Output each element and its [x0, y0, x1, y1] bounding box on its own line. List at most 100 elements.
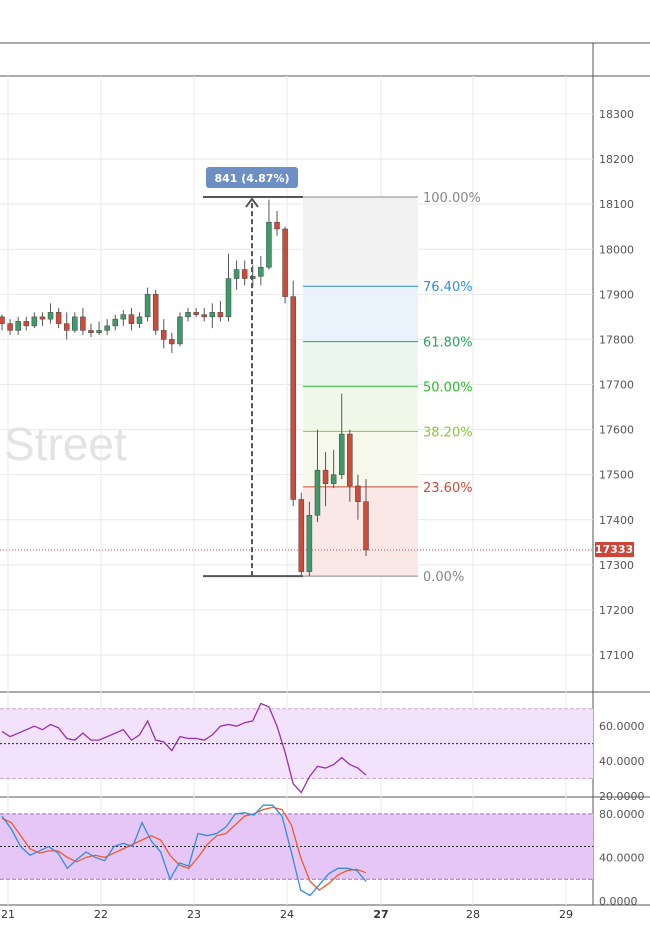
rsi-line	[1, 702, 367, 794]
fibonacci-retracement: 100.00% 76.40% 61.80% 50.00% 38.20% 23.60% 0.0…	[0, 191, 593, 585]
date-tick-label: 24	[280, 908, 294, 921]
candle-body	[0, 316, 5, 324]
measure-tool	[203, 195, 303, 578]
candle-body	[233, 269, 240, 279]
stoch-d-line	[1, 806, 367, 891]
candle-body	[274, 221, 280, 230]
candle-body	[23, 321, 30, 327]
fib-band	[303, 431, 418, 487]
measure-tag: 841 (4.87%)	[206, 167, 298, 188]
candle-body	[266, 221, 272, 268]
candle-body	[282, 228, 288, 297]
current-price-label: 17333	[595, 543, 633, 556]
price-tick-label: 17700	[599, 379, 634, 392]
fib-level-label: 38.20%	[423, 425, 473, 440]
price-tick-label: 17800	[599, 333, 634, 346]
fib-level-label: 23.60%	[423, 481, 473, 496]
candle-body	[55, 312, 62, 324]
price-tick-label: 17200	[599, 604, 634, 617]
candle-body	[7, 323, 13, 331]
candle-body	[39, 316, 46, 320]
candle-body	[152, 294, 159, 331]
candle-body	[306, 514, 313, 572]
watermark-text: Street	[4, 418, 127, 470]
rsi-tick-label: 20.0000	[599, 790, 645, 803]
candle-body	[185, 312, 191, 318]
price-tick-label: 17300	[599, 559, 634, 572]
candle-body	[161, 330, 167, 340]
date-tick-label: 22	[94, 908, 108, 921]
date-tick-label: 27	[373, 908, 388, 921]
price-tick-label: 18100	[599, 198, 634, 211]
candle-body	[120, 314, 127, 320]
date-tick-label: 21	[1, 908, 15, 921]
candle-body	[88, 330, 94, 333]
stochastic-pane: 80.0000 40.0000 0.0000	[0, 804, 645, 908]
candle-body	[177, 316, 183, 345]
candle-body	[169, 339, 175, 345]
stoch-tick-label: 80.0000	[599, 808, 645, 821]
rsi-tick-label: 60.0000	[599, 720, 645, 733]
candle-body	[322, 469, 329, 484]
price-tick-label: 18300	[599, 108, 634, 121]
price-tick-label: 17900	[599, 288, 634, 301]
candle-body	[72, 316, 78, 331]
current-price-tag-bg	[595, 542, 634, 557]
candle-body	[241, 269, 248, 279]
candle-body	[363, 501, 369, 551]
candle-body	[104, 325, 110, 331]
candle-body	[225, 278, 232, 318]
fib-band	[303, 386, 418, 432]
measure-tag-label: 841 (4.87%)	[214, 172, 289, 185]
candle-body	[338, 433, 345, 475]
date-tick-label: 29	[559, 908, 573, 921]
candle-body	[128, 314, 135, 324]
price-tick-label: 18200	[599, 153, 634, 166]
candle-body	[330, 474, 337, 484]
current-price-tag: 17333	[595, 542, 634, 557]
measure-tag-bg	[206, 167, 298, 188]
axes: 18300 18200 18100 18000 17900 17800 17700 17600…	[1, 108, 634, 921]
fib-band	[303, 196, 418, 287]
candle-body	[193, 312, 199, 315]
price-tick-label: 17100	[599, 649, 634, 662]
date-tick-label: 28	[466, 908, 480, 921]
candle-body	[136, 316, 143, 324]
candle-body	[112, 318, 118, 327]
candle-body	[96, 330, 102, 333]
candle-body	[258, 267, 264, 277]
price-tick-label: 17500	[599, 469, 634, 482]
stoch-tick-label: 40.0000	[599, 851, 645, 864]
candle-body	[314, 469, 321, 516]
candle-body	[144, 294, 151, 318]
candle-body	[298, 499, 305, 572]
price-tick-label: 17600	[599, 424, 634, 437]
rsi-pane: 60.0000 40.0000 20.0000	[0, 702, 645, 803]
fib-level-label: 0.00%	[423, 570, 464, 585]
candle-body	[347, 433, 353, 487]
stoch-tick-label: 0.0000	[599, 895, 638, 908]
candle-body	[290, 296, 296, 500]
date-tick-label: 23	[187, 908, 201, 921]
candle-body	[63, 323, 70, 331]
candle-body	[209, 312, 216, 318]
price-tick-label: 17400	[599, 514, 634, 527]
rsi-tick-label: 40.0000	[599, 755, 645, 768]
candle-body	[47, 312, 54, 320]
fib-band	[303, 286, 418, 342]
stoch-k-line	[1, 804, 367, 897]
fib-level-label: 61.80%	[423, 336, 473, 351]
price-tick-label: 18000	[599, 243, 634, 256]
candle-body	[31, 316, 38, 327]
candle-body	[201, 314, 207, 318]
candle-body	[217, 312, 224, 318]
candle-body	[15, 321, 21, 331]
candle-body	[355, 485, 361, 502]
measure-arrow	[245, 197, 259, 208]
fib-level-label: 76.40%	[423, 280, 473, 295]
fib-band	[303, 341, 418, 387]
fib-level-label: 100.00%	[423, 191, 481, 206]
candle-body	[80, 316, 86, 331]
fib-level-label: 50.00%	[423, 380, 473, 395]
